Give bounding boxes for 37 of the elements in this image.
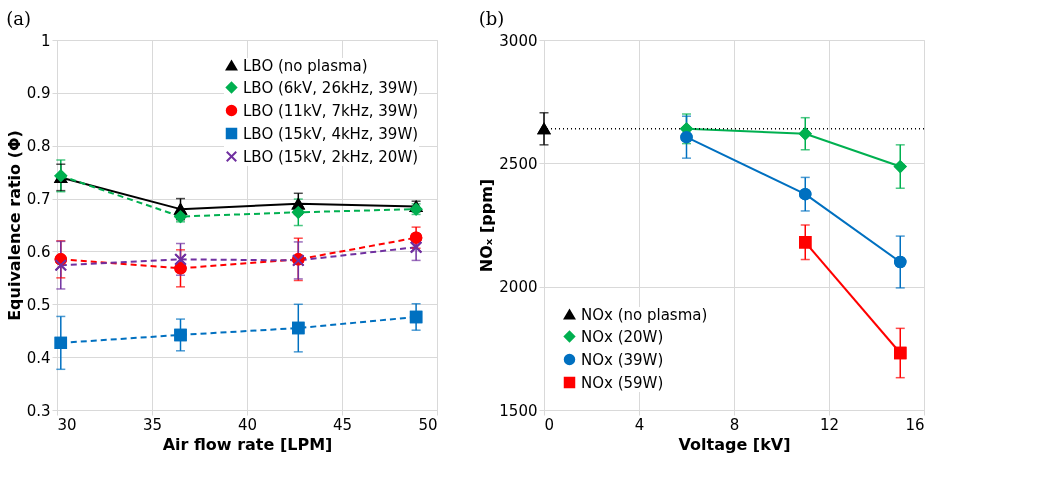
- x-axis-title: Voltage [kV]: [678, 434, 791, 454]
- legend-label: LBO (11kV, 7kHz, 39W): [243, 101, 419, 120]
- legend-label: LBO (6kV, 26kHz, 39W): [243, 78, 419, 97]
- y-tick-label: 2500: [499, 154, 538, 173]
- x-tick-label: 30: [57, 415, 77, 434]
- legend-label: LBO (15kV, 2kHz, 20W): [243, 147, 419, 166]
- y-tick-label: 2000: [499, 278, 538, 297]
- legend-label: NOx (no plasma): [581, 305, 708, 324]
- x-tick-label: 0: [544, 415, 555, 434]
- legend-label: LBO (no plasma): [243, 56, 368, 75]
- x-tick-label: 4: [634, 415, 645, 434]
- x-tick-label: 45: [332, 415, 353, 434]
- y-axis-title: NOₓ [ppm]: [477, 178, 497, 273]
- y-tick-label: 0.6: [26, 242, 51, 261]
- x-tick-label: 40: [237, 415, 258, 434]
- x-tick-label: 8: [729, 415, 740, 434]
- y-tick-label: 0.9: [26, 84, 51, 103]
- y-axis-title: Equivalence ratio (Φ): [4, 130, 24, 321]
- legend-label: NOx (20W): [581, 327, 664, 346]
- legend-label: LBO (15kV, 4kHz, 39W): [243, 124, 419, 143]
- legend-label: NOx (39W): [581, 350, 664, 369]
- legend-label: NOx (59W): [581, 373, 664, 392]
- x-tick-label: 50: [418, 415, 438, 434]
- y-tick-label: 0.3: [26, 401, 51, 420]
- chart-title: (a): [6, 8, 31, 29]
- y-tick-label: 0.7: [26, 190, 51, 209]
- x-tick-label: 16: [905, 415, 925, 434]
- y-tick-label: 0.4: [26, 348, 51, 367]
- y-tick-label: 0.5: [26, 295, 51, 314]
- x-axis-title: Air flow rate [LPM]: [162, 434, 333, 454]
- chart-title: (b): [478, 8, 505, 29]
- x-tick-label: 12: [819, 415, 840, 434]
- y-tick-label: 3000: [499, 31, 538, 50]
- y-tick-label: 1: [40, 31, 51, 50]
- y-tick-label: 1500: [499, 401, 538, 420]
- x-tick-label: 35: [142, 415, 163, 434]
- y-tick-label: 0.8: [26, 137, 51, 156]
